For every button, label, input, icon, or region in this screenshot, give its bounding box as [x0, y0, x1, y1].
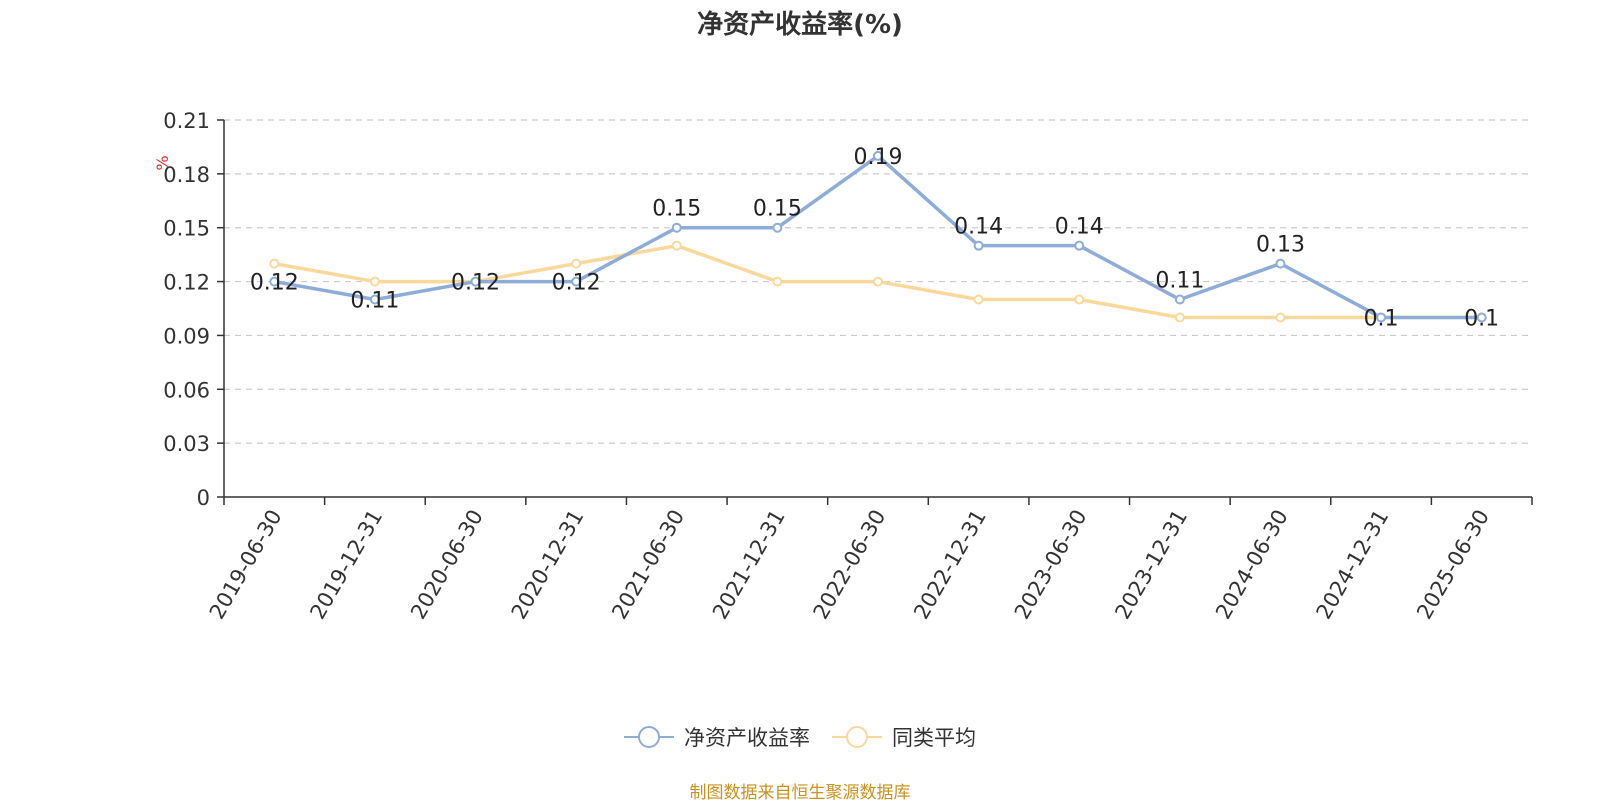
- x-tick-label: 2019-12-31: [305, 506, 387, 624]
- peer-average-point: [571, 258, 582, 269]
- peer-average-point: [369, 276, 380, 287]
- peer-average-point: [1174, 312, 1185, 323]
- source-note: 制图数据来自恒生聚源数据库: [689, 783, 911, 803]
- peer-average-point: [671, 240, 682, 251]
- legend-roe-icon: [624, 726, 674, 748]
- roe-data-label: 0.11: [350, 289, 399, 314]
- x-tick-label: 2021-12-31: [708, 506, 790, 624]
- x-tick-label: 2022-12-31: [909, 506, 991, 624]
- roe-data-label: 0.19: [854, 145, 903, 170]
- y-tick-label: 0.09: [163, 324, 210, 348]
- y-axis-label: %: [153, 155, 172, 170]
- x-tick-label: 2023-06-30: [1010, 506, 1092, 624]
- x-tick-label: 2024-12-31: [1312, 506, 1394, 624]
- roe-data-label: 0.15: [652, 197, 701, 222]
- roe-point: [973, 240, 984, 251]
- peer-average-point: [1275, 312, 1286, 323]
- roe-data-label: 0.12: [451, 271, 500, 296]
- roe-point: [1476, 312, 1487, 323]
- roe-data-label: 0.1: [1364, 306, 1399, 331]
- roe-data-label: 0.14: [1055, 215, 1104, 240]
- y-tick-label: 0.06: [163, 378, 210, 402]
- roe-point: [269, 276, 280, 287]
- peer-average-point: [772, 276, 783, 287]
- x-tick-label: 2020-06-30: [406, 506, 488, 624]
- roe-point: [1174, 294, 1185, 305]
- y-tick-label: 0.15: [163, 217, 210, 241]
- peer-average-point: [269, 258, 280, 269]
- roe-point: [671, 222, 682, 233]
- roe-point: [369, 294, 380, 305]
- roe-point: [470, 276, 481, 287]
- roe-point: [772, 222, 783, 233]
- roe-data-label: 0.12: [552, 271, 601, 296]
- x-tick-label: 2025-06-30: [1412, 506, 1494, 624]
- roe-data-label: 0.12: [250, 271, 299, 296]
- y-tick-label: 0.18: [163, 163, 210, 187]
- roe-point: [571, 276, 582, 287]
- data-labels: 0.12 0.11 0.12 0.12 0.15 0.15 0.19 0.14 0.14 0.11…: [250, 145, 1499, 332]
- x-tick-label: 2023-12-31: [1110, 506, 1192, 624]
- roe-data-label: 0.1: [1464, 306, 1499, 331]
- y-tick-label: 0.21: [163, 109, 210, 133]
- chart-title: 净资产收益率(%): [697, 10, 903, 40]
- axes: 0 0.03 0.06 0.09 0.12 0.15 0.18 0.21% 2019-06-30…: [153, 109, 1533, 624]
- y-tick-label: 0.12: [163, 271, 210, 295]
- roe-data-label: 0.15: [753, 197, 802, 222]
- peer-average-point: [1074, 294, 1085, 305]
- x-tick-label: 2020-12-31: [507, 506, 589, 624]
- y-tick-label: 0.03: [163, 432, 210, 456]
- x-tick-label: 2021-06-30: [607, 506, 689, 624]
- peer-average-point: [973, 294, 984, 305]
- x-tick-label: 2024-06-30: [1211, 506, 1293, 624]
- roe-data-label: 0.11: [1155, 269, 1204, 294]
- x-tick-label: 2022-06-30: [809, 506, 891, 624]
- roe-point: [1376, 312, 1387, 323]
- roe-data-label: 0.13: [1256, 233, 1305, 258]
- series-lines: [269, 150, 1487, 323]
- legend-item-peer-average[interactable]: 同类平均: [832, 722, 976, 752]
- roe-point: [873, 150, 883, 161]
- x-tick-label: 2019-06-30: [205, 506, 287, 624]
- roe-point: [1074, 240, 1085, 251]
- legend-item-roe[interactable]: 净资产收益率: [624, 722, 810, 752]
- legend-peer-average-icon: [832, 726, 882, 748]
- legend: 净资产收益率 同类平均: [0, 722, 1600, 752]
- legend-roe-label: 净资产收益率: [684, 726, 810, 750]
- roe-point: [1275, 258, 1286, 269]
- peer-average-point: [873, 276, 883, 287]
- roe-data-label: 0.14: [954, 215, 1003, 240]
- y-tick-label: 0: [197, 486, 210, 510]
- legend-peer-average-label: 同类平均: [892, 726, 976, 750]
